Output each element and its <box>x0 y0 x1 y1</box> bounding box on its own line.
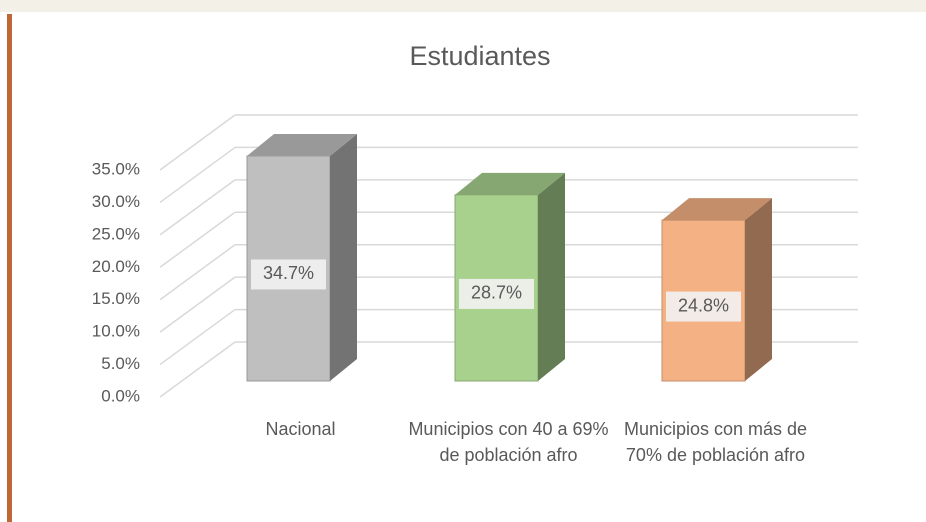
grid-line <box>159 341 236 398</box>
grid-line <box>159 308 236 366</box>
x-tick-label: Nacional <box>265 419 336 439</box>
grid-line <box>159 211 236 268</box>
value-label-box <box>666 291 741 322</box>
bar-side <box>330 133 357 381</box>
value-label-box <box>251 259 326 290</box>
y-tick-label: 20.0% <box>92 257 140 276</box>
y-tick-label: 0.0% <box>101 386 140 405</box>
bar-top <box>455 172 565 195</box>
y-tick-label: 5.0% <box>101 354 140 373</box>
y-tick-label: 30.0% <box>92 192 140 211</box>
bar-side <box>538 172 565 381</box>
bar-top <box>247 133 357 156</box>
y-tick-label: 35.0% <box>92 159 140 178</box>
grid-line <box>159 179 236 236</box>
grid-line <box>159 244 236 301</box>
grid-line <box>159 146 236 204</box>
x-tick-label: Municipios con 40 a 69% de población afr… <box>408 419 609 465</box>
side-stripe <box>7 14 12 522</box>
grid-line <box>159 276 236 333</box>
y-tick-label: 10.0% <box>92 322 140 341</box>
y-tick-label: 15.0% <box>92 289 140 308</box>
value-label-box <box>459 278 534 309</box>
grid-line <box>159 114 236 171</box>
chart-title: Estudiantes <box>409 41 550 71</box>
bar-side <box>745 198 772 381</box>
bar-top <box>662 198 772 221</box>
top-band <box>0 0 926 12</box>
x-tick-label: Municipios con más de 70% de población a… <box>623 419 808 465</box>
value-label: 24.8% <box>678 295 729 315</box>
y-tick-label: 25.0% <box>92 224 140 243</box>
value-label: 28.7% <box>471 283 522 303</box>
value-label: 34.7% <box>263 263 314 283</box>
